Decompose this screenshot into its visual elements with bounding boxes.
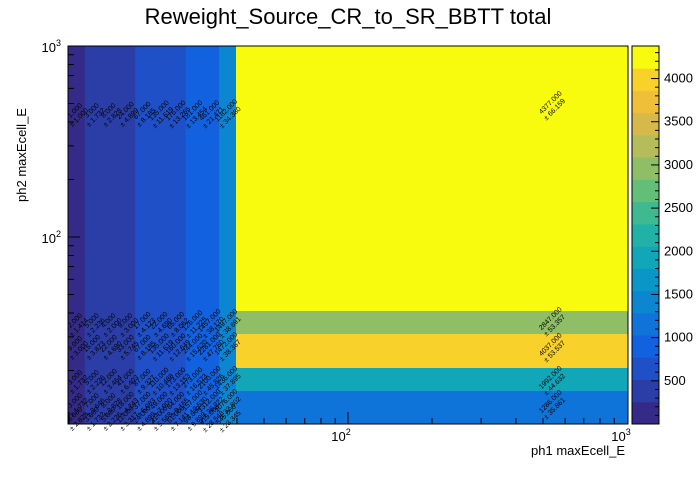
colorbar-tick-label: 3500 <box>664 114 693 129</box>
x-tick-label: 102 <box>331 427 350 444</box>
heatmap-cell <box>84 46 103 424</box>
colorbar-segment <box>632 179 659 203</box>
colorbar-segment <box>632 157 659 180</box>
x-tick-label: 103 <box>611 427 630 444</box>
colorbar-segment <box>632 90 659 114</box>
colorbar-tick-label: 1500 <box>664 286 693 301</box>
colorbar-segment <box>632 312 659 336</box>
colorbar-segment <box>632 357 659 381</box>
colorbar-segment <box>632 290 659 314</box>
heatmap-cell <box>236 368 628 391</box>
colorbar-frame <box>631 45 660 425</box>
heatmap-cell <box>152 46 170 424</box>
heatmap-cell <box>185 46 203 424</box>
heatmap-cell <box>236 311 628 334</box>
heatmap-cell <box>101 46 119 424</box>
heatmap-cells <box>68 46 628 424</box>
colorbar-segment <box>632 46 659 69</box>
colorbar-segment <box>632 223 659 247</box>
colorbar-segment <box>632 268 659 292</box>
heatmap-cell <box>202 46 220 424</box>
heatmap-cell <box>236 334 628 368</box>
colorbar-segment <box>632 401 659 425</box>
heatmap-cell <box>135 46 153 424</box>
colorbar-segment <box>632 68 659 91</box>
heatmap-cell <box>168 46 187 424</box>
y-axis-label: ph2 maxEcell_E <box>14 108 29 202</box>
colorbar-tick-label: 500 <box>664 373 686 388</box>
colorbar-segment <box>632 335 659 358</box>
x-axis-label: ph1 maxEcell_E <box>531 443 625 458</box>
y-tick-label: 102 <box>42 229 61 246</box>
heatmap-cell <box>236 46 628 311</box>
colorbar-segment <box>632 379 659 403</box>
heatmap-cell <box>118 46 136 424</box>
y-tick-label: 103 <box>42 38 61 55</box>
colorbar-tick-label: 2000 <box>664 243 693 258</box>
colorbar-tick-label: 1000 <box>664 330 693 345</box>
colorbar-tick-label: 4000 <box>664 71 693 86</box>
colorbar-segment <box>632 201 659 225</box>
heatmap-cell <box>219 46 237 424</box>
chart-title: Reweight_Source_CR_to_SR_BBTT total <box>145 4 552 29</box>
heatmap-cell <box>68 46 86 424</box>
colorbar-segment <box>632 246 659 269</box>
color-scale: 500 1000 1500 2000 2500 3000 3500 4000 <box>631 45 693 425</box>
colorbar-segment <box>632 112 659 136</box>
colorbar-segment <box>632 134 659 158</box>
colorbar-tick-label: 3000 <box>664 157 693 172</box>
colorbar-tick-label: 2500 <box>664 200 693 215</box>
